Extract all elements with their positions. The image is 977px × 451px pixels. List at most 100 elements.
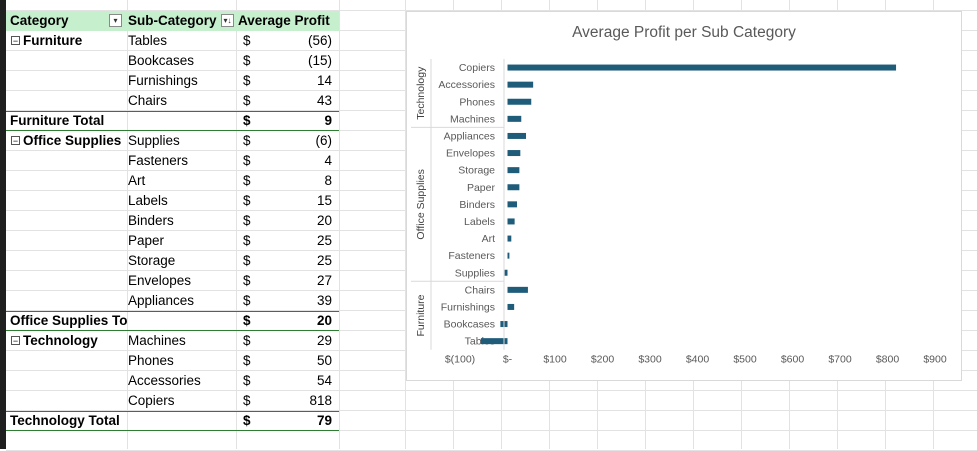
bar: [507, 184, 520, 191]
x-tick-label: $500: [733, 354, 757, 366]
average-profit-value: 79: [316, 413, 332, 428]
row-number-cell[interactable]: [0, 31, 6, 51]
subcategory-sort-dropdown-icon[interactable]: ▾↓: [221, 14, 234, 27]
bar: [507, 64, 897, 71]
row-number-cell[interactable]: [0, 271, 6, 291]
group-label: Office Supplies: [415, 169, 427, 239]
row-number-cell[interactable]: [0, 51, 6, 71]
row-number-cell[interactable]: [0, 131, 6, 151]
category-total-label: Office Supplies Total: [10, 313, 127, 328]
row-number-cell[interactable]: [0, 231, 6, 251]
bar: [480, 338, 508, 345]
category-tick-label: Phones: [459, 96, 495, 108]
x-tick-label: $600: [781, 354, 805, 366]
subcategory-label: Labels: [128, 193, 168, 208]
x-tick-label: $800: [876, 354, 900, 366]
subcategory-label: Envelopes: [128, 273, 192, 288]
row-number-cell[interactable]: [0, 411, 6, 431]
x-tick-label: $400: [686, 354, 710, 366]
average-profit-value: 25: [316, 233, 332, 248]
average-profit-value: 43: [316, 93, 332, 108]
chart-area[interactable]: Average Profit per Sub Category Copiers A…: [406, 11, 962, 381]
x-tick-label: $(100): [445, 354, 475, 366]
x-tick-label: $300: [638, 354, 662, 366]
row-number-cell[interactable]: [0, 251, 6, 271]
row-number-cell[interactable]: [0, 151, 6, 171]
currency-symbol: $: [243, 313, 251, 328]
row-number-cell[interactable]: [0, 71, 6, 91]
bar-chart-plot: Copiers Accessories Phones Machines Applianc…: [411, 59, 947, 366]
currency-symbol: $: [243, 333, 251, 348]
x-tick-label: $900: [923, 354, 947, 366]
currency-symbol: $: [243, 213, 251, 228]
row-gridline: [6, 430, 977, 431]
category-label: Technology: [23, 333, 98, 348]
bar: [507, 132, 527, 139]
average-profit-value: 4: [324, 153, 332, 168]
row-number-cell[interactable]: [0, 351, 6, 371]
currency-symbol: $: [243, 93, 251, 108]
category-tick-label: Paper: [467, 182, 496, 194]
row-number-cell[interactable]: [0, 311, 6, 331]
column-gridline: [339, 0, 340, 449]
subcategory-label: Machines: [128, 333, 186, 348]
collapse-group-icon[interactable]: −: [11, 136, 20, 146]
subcategory-label: Phones: [128, 353, 174, 368]
currency-symbol: $: [243, 273, 251, 288]
category-tick-label: Machines: [450, 113, 495, 125]
row-number-cell[interactable]: [0, 191, 6, 211]
chart-title: Average Profit per Sub Category: [572, 24, 796, 41]
average-profit-value: (6): [315, 133, 333, 148]
currency-symbol: $: [243, 113, 251, 128]
bar: [507, 150, 521, 157]
x-tick-label: $200: [591, 354, 615, 366]
x-tick-label: $-: [503, 354, 513, 366]
currency-symbol: $: [243, 373, 251, 388]
group-label: Technology: [415, 66, 427, 120]
bar: [507, 167, 520, 174]
currency-symbol: $: [243, 153, 251, 168]
average-profit-value: 8: [324, 173, 332, 188]
row-number-cell[interactable]: [0, 391, 6, 411]
average-profit-value: 39: [316, 293, 332, 308]
total-rule-top: [6, 411, 339, 412]
category-tick-label: Furnishings: [441, 301, 495, 313]
category-tick-label: Supplies: [455, 267, 495, 279]
bar: [507, 98, 532, 105]
subcategory-label: Chairs: [128, 93, 168, 108]
category-tick-label: Art: [482, 233, 496, 245]
bar: [507, 81, 534, 88]
average-profit-value: 20: [316, 313, 332, 328]
category-tick-label: Chairs: [465, 284, 495, 296]
bar: [507, 115, 522, 122]
row-number-cell[interactable]: [0, 331, 6, 351]
collapse-group-icon[interactable]: −: [11, 36, 20, 46]
row-number-cell[interactable]: [0, 111, 6, 131]
column-gridline: [127, 0, 128, 449]
row-number-cell[interactable]: [0, 91, 6, 111]
subcategory-label: Furnishings: [128, 73, 198, 88]
row-number-cell[interactable]: [0, 371, 6, 391]
category-label: Furniture: [23, 33, 83, 48]
category-tick-label: Bookcases: [444, 319, 495, 331]
row-number-cell[interactable]: [0, 171, 6, 191]
category-header: Category: [10, 13, 69, 28]
row-number-cell[interactable]: [0, 431, 6, 451]
row-number-cell[interactable]: [0, 291, 6, 311]
total-rule-top: [6, 111, 339, 112]
category-tick-label: Copiers: [459, 62, 495, 74]
currency-symbol: $: [243, 293, 251, 308]
subcategory-label: Tables: [128, 33, 168, 48]
row-header-strip: [0, 0, 6, 449]
category-filter-dropdown-icon[interactable]: ▾: [109, 14, 122, 27]
subcategory-label: Appliances: [128, 293, 195, 308]
category-tick-label: Labels: [464, 216, 495, 228]
row-number-cell[interactable]: [0, 211, 6, 231]
bar: [507, 252, 510, 259]
subcategory-label: Art: [128, 173, 146, 188]
subcategory-label: Storage: [128, 253, 176, 268]
average-profit-value: 14: [316, 73, 332, 88]
currency-symbol: $: [243, 393, 251, 408]
category-label: Office Supplies: [23, 133, 122, 148]
collapse-group-icon[interactable]: −: [11, 336, 20, 346]
